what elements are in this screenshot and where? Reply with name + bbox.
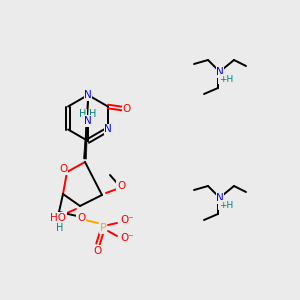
Text: +H: +H [219, 200, 233, 209]
Text: N: N [104, 124, 112, 134]
Text: O: O [123, 103, 131, 113]
Text: N: N [216, 67, 224, 77]
Text: HO: HO [50, 213, 66, 223]
Text: H: H [79, 109, 87, 119]
Text: O⁻: O⁻ [120, 233, 134, 243]
Text: H: H [89, 109, 97, 119]
Text: N: N [216, 193, 224, 203]
Text: N: N [84, 116, 92, 126]
Text: O: O [77, 213, 85, 223]
Text: O: O [59, 164, 67, 174]
Text: N: N [84, 90, 92, 100]
Text: O⁻: O⁻ [120, 215, 134, 225]
Text: +H: +H [219, 74, 233, 83]
Text: H: H [56, 223, 64, 233]
Text: O: O [94, 246, 102, 256]
Text: O: O [117, 181, 125, 191]
Text: P: P [100, 223, 106, 233]
